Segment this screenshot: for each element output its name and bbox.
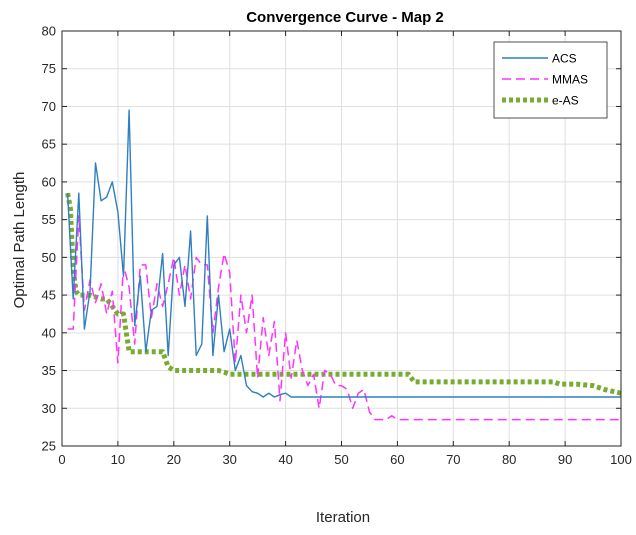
y-tick-label: 70: [42, 99, 56, 114]
x-axis-label: Iteration: [316, 509, 370, 526]
x-tick-label: 60: [390, 452, 404, 467]
y-tick-label: 25: [42, 439, 56, 454]
x-tick-label: 90: [558, 452, 572, 467]
y-axis-ticks: 25 30 35 40 45 50 55 60 65 70 75 80: [42, 24, 621, 454]
y-tick-label: 30: [42, 401, 56, 416]
y-tick-label: 40: [42, 325, 56, 340]
legend-label: MMAS: [552, 73, 588, 87]
x-tick-label: 20: [167, 452, 181, 467]
x-tick-label: 80: [502, 452, 516, 467]
x-tick-label: 0: [58, 452, 65, 467]
x-tick-label: 70: [446, 452, 460, 467]
legend-label: e-AS: [552, 94, 579, 108]
series-line-acs: [66, 109, 621, 398]
legend-label: ACS: [552, 52, 577, 66]
series-line-e-as: [65, 192, 622, 396]
series-line-mmas: [67, 215, 621, 421]
y-tick-label: 45: [42, 288, 56, 303]
y-tick-label: 60: [42, 174, 56, 189]
y-tick-label: 65: [42, 137, 56, 152]
y-tick-label: 55: [42, 212, 56, 227]
y-tick-label: 75: [42, 61, 56, 76]
y-tick-label: 50: [42, 250, 56, 265]
y-tick-label: 80: [42, 24, 56, 39]
series-layer: [65, 109, 622, 421]
x-tick-label: 50: [334, 452, 348, 467]
legend-box: [493, 41, 608, 119]
x-axis-ticks: 0 10 20 30 40 50 60 70 80 90 100: [58, 31, 632, 467]
y-tick-label: 35: [42, 363, 56, 378]
y-axis-label: Optimal Path Length: [11, 172, 28, 309]
x-tick-label: 10: [111, 452, 125, 467]
legend: ACS MMAS e-AS: [493, 41, 608, 119]
chart-title: Convergence Curve - Map 2: [246, 9, 444, 26]
x-tick-label: 100: [610, 452, 632, 467]
x-tick-label: 40: [278, 452, 292, 467]
x-tick-label: 30: [222, 452, 236, 467]
